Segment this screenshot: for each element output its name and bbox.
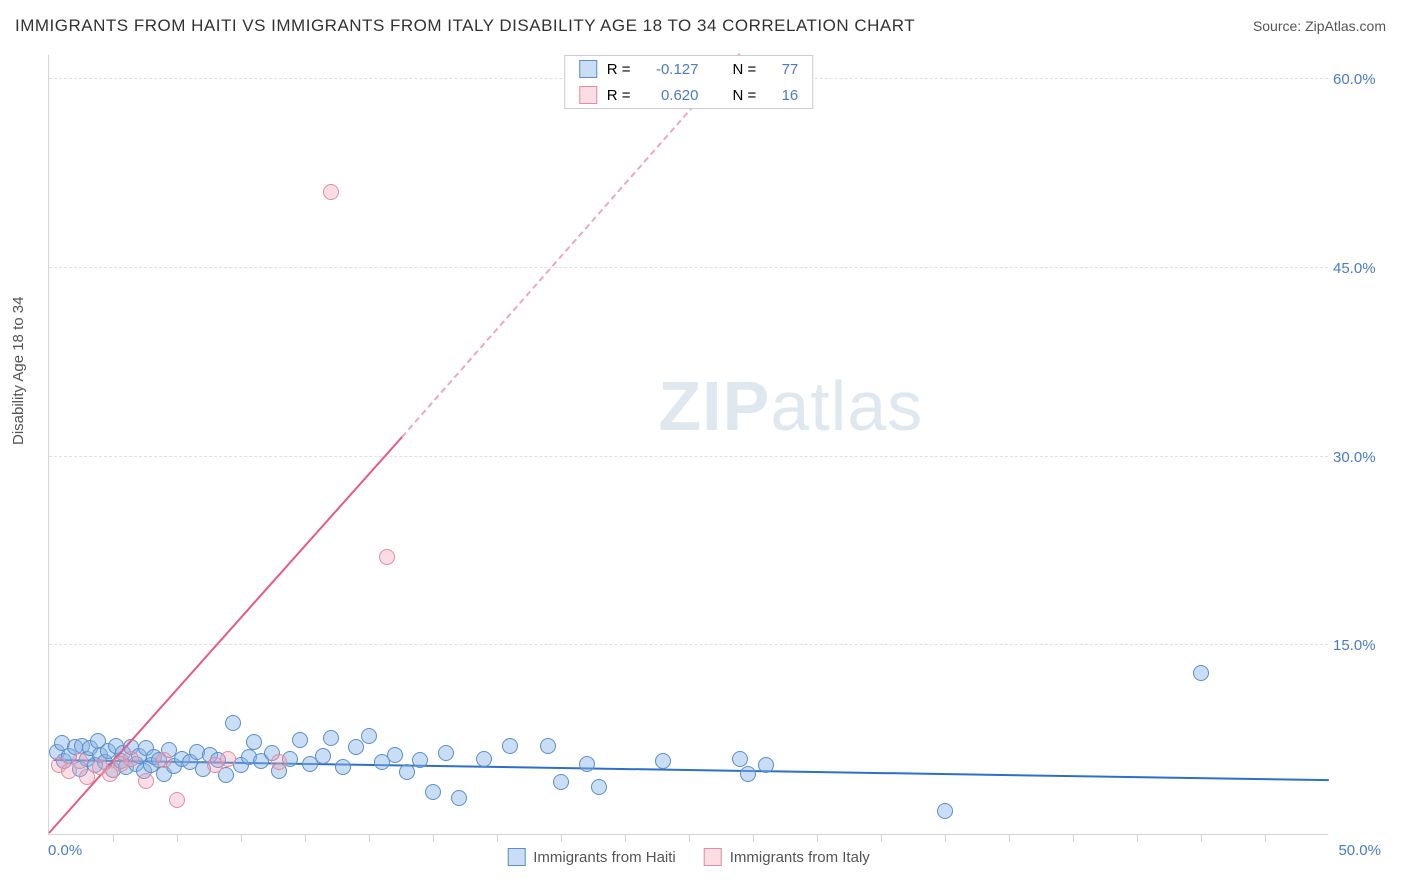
x-minor-tick <box>177 834 178 842</box>
x-minor-tick <box>369 834 370 842</box>
data-point <box>348 739 364 755</box>
x-minor-tick <box>497 834 498 842</box>
data-point <box>72 753 88 769</box>
x-minor-tick <box>881 834 882 842</box>
legend-n-value: 16 <box>766 87 798 104</box>
legend-r-value: 0.620 <box>641 87 699 104</box>
x-minor-tick <box>1009 834 1010 842</box>
data-point <box>361 728 377 744</box>
data-point <box>138 773 154 789</box>
watermark: ZIPatlas <box>658 366 923 446</box>
y-tick-label: 60.0% <box>1333 71 1388 88</box>
data-point <box>412 752 428 768</box>
data-point <box>323 184 339 200</box>
y-tick-label: 30.0% <box>1333 449 1388 466</box>
gridline-horizontal <box>49 644 1328 645</box>
data-point <box>315 748 331 764</box>
data-point <box>220 751 236 767</box>
data-point <box>169 792 185 808</box>
legend-swatch <box>704 848 722 866</box>
chart-plot-area: ZIPatlas R =-0.127N =77R =0.620N =16 Imm… <box>48 55 1328 835</box>
y-tick-label: 45.0% <box>1333 260 1388 277</box>
data-point <box>540 738 556 754</box>
trend-line <box>402 52 741 437</box>
x-minor-tick <box>689 834 690 842</box>
legend-series-item: Immigrants from Haiti <box>507 848 676 866</box>
x-minor-tick <box>1073 834 1074 842</box>
data-point <box>225 715 241 731</box>
data-point <box>502 738 518 754</box>
correlation-legend: R = -0.127 N = 77 R = 0.620 N = 16 <box>564 55 814 109</box>
data-point <box>438 745 454 761</box>
data-point <box>123 751 139 767</box>
data-point <box>1193 665 1209 681</box>
data-point <box>451 790 467 806</box>
x-minor-tick <box>561 834 562 842</box>
data-point <box>732 751 748 767</box>
x-minor-tick <box>625 834 626 842</box>
x-minor-tick <box>433 834 434 842</box>
y-tick-label: 15.0% <box>1333 637 1388 654</box>
x-axis-end-label: 50.0% <box>1338 842 1381 859</box>
legend-r-label: R = <box>607 61 631 78</box>
legend-series-label: Immigrants from Italy <box>730 849 870 866</box>
data-point <box>553 774 569 790</box>
legend-stat-row: R = 0.620 N = 16 <box>565 82 813 108</box>
legend-swatch <box>579 86 597 104</box>
y-axis-label: Disability Age 18 to 34 <box>10 297 27 445</box>
data-point <box>740 766 756 782</box>
legend-n-value: 77 <box>766 61 798 78</box>
chart-title: IMMIGRANTS FROM HAITI VS IMMIGRANTS FROM… <box>15 16 915 36</box>
gridline-horizontal <box>49 456 1328 457</box>
data-point <box>156 752 172 768</box>
legend-n-label: N = <box>733 61 757 78</box>
x-minor-tick <box>945 834 946 842</box>
data-point <box>246 734 262 750</box>
legend-stat-row: R = -0.127 N = 77 <box>565 56 813 82</box>
legend-series-label: Immigrants from Haiti <box>533 849 676 866</box>
legend-r-value: -0.127 <box>641 61 699 78</box>
legend-swatch <box>579 60 597 78</box>
x-axis-start-label: 0.0% <box>48 842 82 859</box>
data-point <box>335 759 351 775</box>
data-point <box>579 756 595 772</box>
x-minor-tick <box>753 834 754 842</box>
x-minor-tick <box>817 834 818 842</box>
data-point <box>379 549 395 565</box>
data-point <box>292 732 308 748</box>
legend-swatch <box>507 848 525 866</box>
legend-series-item: Immigrants from Italy <box>704 848 870 866</box>
legend-r-label: R = <box>607 87 631 104</box>
x-minor-tick <box>1265 834 1266 842</box>
series-legend: Immigrants from Haiti Immigrants from Ita… <box>507 848 870 866</box>
gridline-horizontal <box>49 267 1328 268</box>
data-point <box>399 764 415 780</box>
x-minor-tick <box>1137 834 1138 842</box>
data-point <box>271 754 287 770</box>
x-minor-tick <box>1201 834 1202 842</box>
x-minor-tick <box>241 834 242 842</box>
data-point <box>323 730 339 746</box>
data-point <box>758 757 774 773</box>
data-point <box>937 803 953 819</box>
legend-n-label: N = <box>733 87 757 104</box>
data-point <box>655 753 671 769</box>
source-attribution: Source: ZipAtlas.com <box>1253 18 1386 34</box>
x-minor-tick <box>113 834 114 842</box>
x-minor-tick <box>305 834 306 842</box>
data-point <box>425 784 441 800</box>
data-point <box>387 747 403 763</box>
data-point <box>476 751 492 767</box>
data-point <box>591 779 607 795</box>
